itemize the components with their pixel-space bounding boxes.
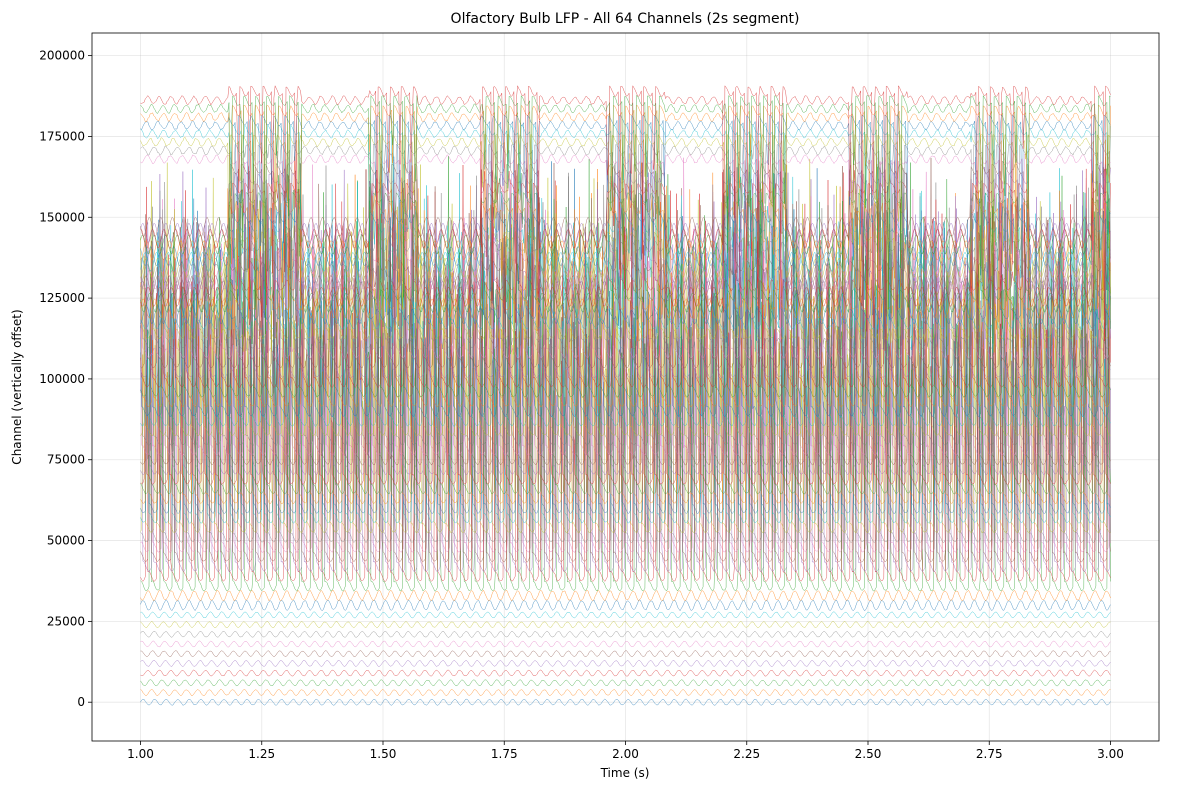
channel-trace-18	[140, 157, 1111, 534]
channel-trace-29	[140, 169, 1111, 427]
channel-trace-48	[140, 171, 1111, 355]
x-tick-label: 2.00	[612, 747, 639, 761]
x-tick-label: 1.25	[248, 747, 275, 761]
channel-trace-21	[140, 156, 1111, 505]
y-axis-ticks: 0 25000 50000 75000 100000 125000 150000 175000…	[39, 49, 92, 709]
channel-trace-3	[140, 669, 1111, 677]
y-tick-label: 0	[77, 695, 85, 709]
channel-trace-54	[140, 160, 1111, 353]
x-axis-label: Time (s)	[600, 766, 650, 780]
x-tick-label: 3.00	[1097, 747, 1124, 761]
channel-trace-57	[140, 143, 1111, 352]
channel-trace-11	[140, 589, 1111, 602]
channel-trace-60	[140, 113, 1111, 350]
y-tick-label: 125000	[39, 291, 85, 305]
y-tick-label: 100000	[39, 372, 85, 386]
channel-trace-34	[140, 164, 1111, 379]
y-tick-label: 50000	[47, 534, 85, 548]
channel-trace-20	[140, 159, 1111, 515]
channel-trace-41	[140, 159, 1111, 351]
channel-trace-47	[140, 158, 1111, 336]
channel-trace-5	[140, 650, 1111, 658]
channel-trace-19	[140, 162, 1111, 524]
x-tick-label: 1.50	[370, 747, 397, 761]
channel-trace-6	[140, 640, 1111, 648]
y-tick-label: 150000	[39, 210, 85, 224]
channel-trace-35	[140, 157, 1111, 369]
x-axis-ticks: 1.00 1.25 1.50 1.75 2.00 2.25 2.50 2.75 3.00	[127, 741, 1124, 761]
channel-trace-45	[140, 162, 1111, 352]
y-tick-label: 75000	[47, 453, 85, 467]
channel-trace-51	[140, 156, 1111, 348]
y-tick-label: 25000	[47, 614, 85, 628]
x-tick-label: 1.00	[127, 747, 154, 761]
channel-trace-10	[140, 599, 1111, 612]
channel-trace-13	[140, 169, 1111, 583]
y-tick-label: 200000	[39, 49, 85, 63]
channel-trace-32	[140, 155, 1111, 398]
channel-trace-49	[140, 181, 1111, 352]
channel-trace-58	[140, 133, 1111, 341]
x-tick-label: 1.75	[491, 747, 518, 761]
channel-trace-4	[140, 659, 1111, 667]
x-tick-label: 2.75	[976, 747, 1003, 761]
channel-trace-52	[140, 160, 1111, 355]
channel-trace-25	[140, 160, 1111, 466]
channel-trace-0	[140, 698, 1111, 706]
y-axis-label: Channel (vertically offset)	[10, 309, 24, 464]
channel-trace-24	[140, 164, 1111, 476]
channel-trace-7	[140, 630, 1111, 638]
channel-trace-28	[140, 153, 1111, 437]
chart-title: Olfactory Bulb LFP - All 64 Channels (2s…	[451, 11, 800, 27]
channel-trace-62	[140, 94, 1111, 344]
channel-trace-2	[140, 679, 1111, 687]
channel-trace-50	[140, 171, 1111, 343]
channel-trace-23	[140, 172, 1111, 486]
channel-trace-12	[140, 158, 1111, 592]
channel-trace-63	[140, 84, 1111, 351]
x-tick-label: 2.50	[855, 747, 882, 761]
y-tick-label: 175000	[39, 129, 85, 143]
x-tick-label: 2.25	[733, 747, 760, 761]
channel-trace-61	[140, 104, 1111, 334]
channel-trace-44	[140, 167, 1111, 354]
channel-trace-9	[140, 611, 1111, 619]
channel-trace-16	[140, 164, 1111, 553]
channel-trace-15	[140, 162, 1111, 563]
traces	[140, 84, 1111, 706]
channel-trace-8	[140, 621, 1111, 629]
channel-trace-1	[140, 688, 1111, 697]
